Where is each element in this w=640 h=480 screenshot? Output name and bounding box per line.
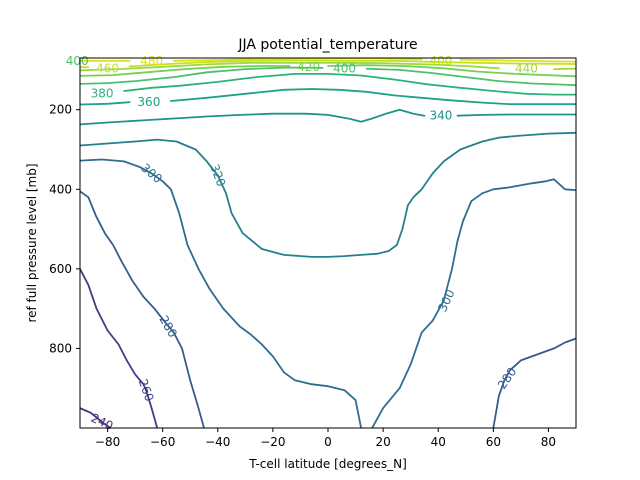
x-tick-label: 20 [375,435,390,449]
contour-label-460: 460 [96,62,119,76]
contour-280-segment-1 [80,190,205,428]
contour-320-segment-1 [80,131,576,258]
contour-label-480: 480 [140,54,163,68]
contour-label-260: 260 [136,377,157,403]
y-tick-label: 200 [49,103,72,117]
contour-label-380: 380 [91,86,114,100]
contour-360-segment-2 [170,88,576,106]
chart-title: JJA potential_temperature [237,37,417,53]
contour-360-segment-1 [80,101,131,106]
contour-300-segment-1 [80,158,362,428]
x-tick-label: 40 [431,435,446,449]
contour-380-segment-1 [123,73,576,96]
x-tick-label: 80 [541,435,556,449]
contour-label-440: 440 [515,62,538,76]
y-tick-label: 800 [49,341,72,355]
contour-300-segment-2 [371,178,576,428]
contour-400-segment-2 [365,67,576,86]
x-tick-label: −60 [150,435,175,449]
contour-340-segment-1 [80,108,426,126]
x-axis-ticks: −80 −60 −40 −20 0 20 40 60 80 [95,428,556,449]
contour-label-300: 300 [138,161,165,186]
contour-label-340: 340 [430,109,453,123]
contour-label-extra-3: 300 [435,287,457,314]
x-tick-label: −80 [95,435,120,449]
contour-280-segment-2 [492,337,576,428]
x-tick-label: −20 [260,435,285,449]
y-axis-label: ref full pressure level [mb] [25,163,39,322]
contour-440-segment-1 [80,61,500,72]
contour-label-320: 320 [207,162,228,188]
x-tick-label: 0 [324,435,332,449]
contour-label-extra-4: 280 [495,365,520,392]
contour-label-360: 360 [137,95,160,109]
y-axis-ticks: 200 400 600 800 [49,103,80,355]
contour-260-segment-1 [80,268,159,428]
contour-400-segment-1 [80,66,324,85]
contour-label-extra-2: 400 [430,54,453,68]
x-tick-label: −40 [205,435,230,449]
contour-label-240: 240 [89,411,116,433]
contour-label-400: 400 [333,61,356,75]
contour-label-420: 420 [297,60,320,74]
y-tick-label: 400 [49,182,72,196]
contour-240-segment-1 [80,407,112,428]
contour-460-segment-2 [128,59,576,68]
contour-420-segment-1 [80,65,291,77]
contour-340-segment-2 [456,113,576,117]
x-axis-label: T-cell latitude [degrees_N] [248,457,407,471]
y-tick-label: 600 [49,262,72,276]
x-tick-label: 60 [486,435,501,449]
contour-480-segment-3 [459,58,576,63]
contour-label-extra-1: 400 [66,54,89,68]
contour-420-segment-2 [327,64,576,78]
